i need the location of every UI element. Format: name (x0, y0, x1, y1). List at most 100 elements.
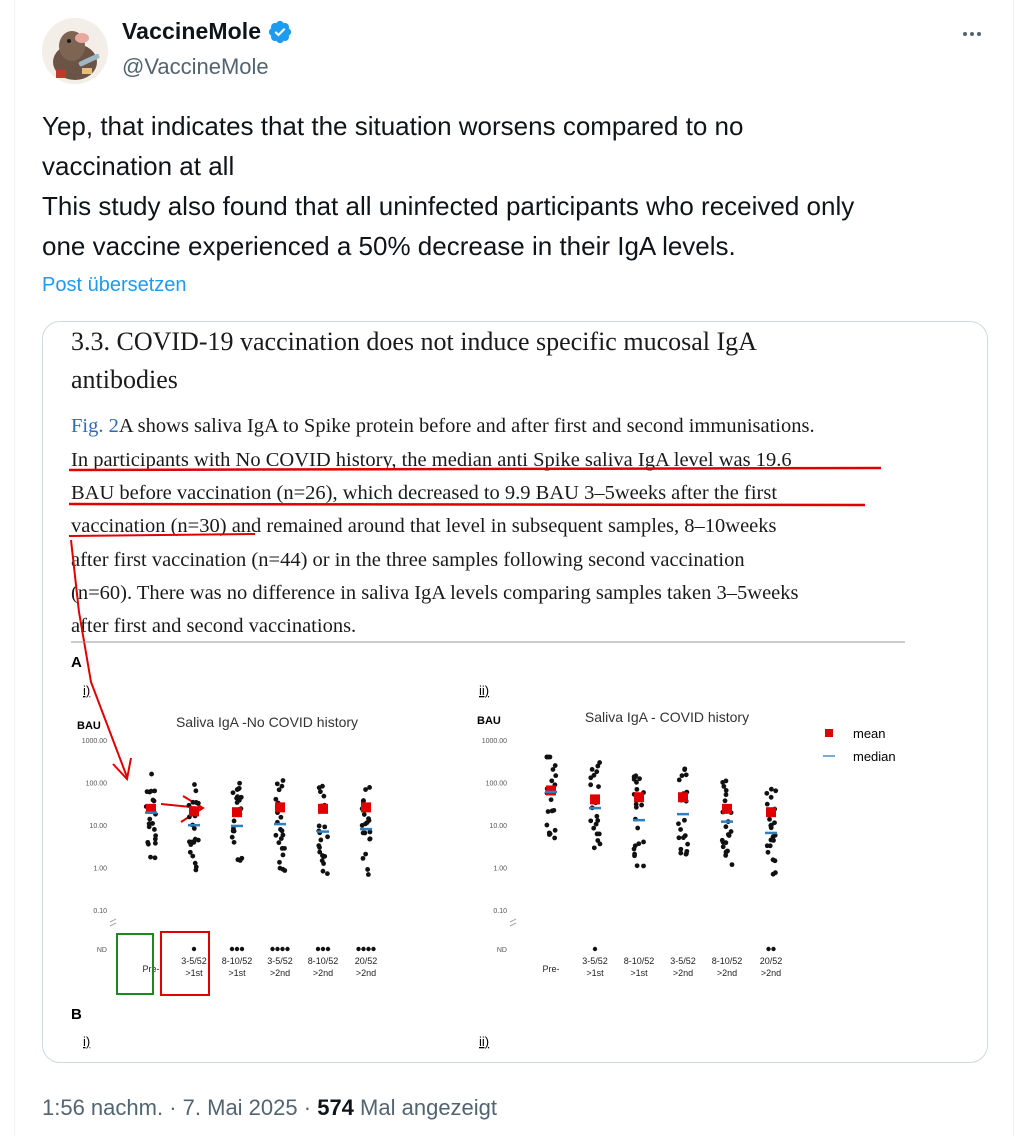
data-point (678, 827, 683, 832)
excerpt-line-7: after first and second vaccinations. (71, 615, 356, 637)
y-axis-unit-label: BAU (77, 720, 101, 732)
data-point (231, 839, 237, 845)
translate-post-link[interactable]: Post übersetzen (42, 274, 187, 296)
x-category-label: >1st (185, 968, 203, 978)
excerpt-line-3: BAU before vaccination (n=26), which dec… (71, 482, 777, 504)
data-point (548, 797, 554, 803)
panel-b-i-label: i) (83, 1034, 90, 1049)
green-highlight-box (116, 933, 154, 995)
more-options-button[interactable] (958, 20, 986, 48)
x-category-label: 3-5/52 (582, 956, 608, 966)
data-point (361, 798, 366, 803)
data-point (192, 836, 198, 842)
nd-data-point (320, 946, 326, 952)
view-count: 574 (317, 1095, 354, 1120)
underline-annotation (68, 502, 866, 507)
data-point (676, 835, 682, 841)
axis-break-mark (109, 922, 117, 927)
mean-marker (361, 802, 371, 813)
data-point (682, 817, 687, 823)
x-category-label: >1st (586, 968, 604, 978)
data-point (366, 816, 371, 822)
annotation-arrowhead (112, 757, 132, 782)
data-point (634, 786, 640, 792)
legend-mean-label: mean (853, 726, 886, 741)
data-point (238, 794, 244, 800)
mean-marker (590, 794, 600, 805)
post-date[interactable]: 7. Mai 2025 (182, 1095, 298, 1120)
avatar[interactable] (42, 18, 108, 84)
nd-data-point (592, 946, 598, 952)
data-point (588, 775, 594, 781)
x-category-label: Pre- (542, 964, 559, 974)
author-handle[interactable]: @VaccineMole (122, 54, 269, 79)
data-point (682, 766, 688, 772)
nd-data-point (366, 946, 371, 952)
annotation-arrow-line (70, 539, 128, 778)
y-tick-label: 0.10 (493, 908, 507, 915)
data-point (192, 860, 198, 866)
excerpt-line-4: vaccination (n=30) and remained around t… (71, 515, 777, 537)
data-point (144, 789, 150, 795)
data-point (729, 862, 735, 868)
data-point (725, 832, 731, 837)
red-highlight-box (160, 931, 210, 996)
data-point (193, 800, 199, 805)
data-point (685, 841, 690, 847)
data-point (549, 778, 555, 784)
nd-data-point (325, 946, 331, 952)
data-point (361, 812, 367, 817)
y-tick-label: 1000.00 (482, 738, 507, 745)
excerpt-heading-line: 3.3. COVID-19 vaccination does not induc… (71, 327, 757, 356)
data-point (631, 776, 637, 782)
data-point (193, 788, 199, 794)
data-point (597, 841, 603, 847)
data-point (767, 816, 772, 822)
data-point (277, 859, 282, 865)
author-name-row[interactable]: VaccineMole (122, 18, 293, 45)
data-point (149, 771, 154, 777)
data-point (723, 824, 729, 830)
x-category-label: 8-10/52 (712, 956, 743, 966)
author-display-name[interactable]: VaccineMole (122, 18, 262, 44)
data-point (676, 821, 681, 827)
data-point (151, 827, 157, 832)
data-point (552, 827, 558, 833)
data-point (321, 854, 326, 859)
data-point (723, 849, 729, 855)
data-point (148, 788, 154, 794)
attached-image[interactable]: 3.3. COVID-19 vaccination does not induc… (42, 321, 988, 1063)
data-point (282, 868, 288, 873)
excerpt-heading-line: antibodies (71, 365, 178, 394)
data-point (545, 809, 551, 814)
data-point (764, 790, 770, 796)
excerpt-line-6: (n=60). There was no difference in saliv… (71, 582, 799, 604)
x-category-label: 8-10/52 (624, 956, 655, 966)
data-point (153, 833, 159, 839)
x-category-label: >1st (630, 968, 648, 978)
panel-b-label: B (71, 1006, 82, 1023)
excerpt-line-5: after first vaccination (n=44) or in the… (71, 549, 745, 571)
nd-data-point (280, 946, 285, 952)
legend-median-label: median (853, 749, 896, 764)
data-point (595, 763, 601, 769)
timeline-border-left (14, 0, 15, 1136)
data-point (596, 784, 601, 790)
data-point (723, 792, 729, 798)
mean-marker (546, 785, 556, 796)
nd-data-point (191, 946, 197, 952)
panel-a-ii-label: ii) (479, 683, 489, 698)
data-point (593, 821, 599, 827)
more-dot-icon (970, 32, 974, 36)
data-point (148, 854, 153, 860)
data-point (321, 793, 327, 799)
x-category-label: >2nd (356, 968, 376, 978)
x-category-label: >1st (228, 968, 246, 978)
data-point (229, 834, 235, 840)
x-category-label: >2nd (270, 968, 290, 978)
x-category-label: 3-5/52 (670, 956, 696, 966)
tweet-text: Yep, that indicates that the situation w… (42, 106, 992, 266)
post-time[interactable]: 1:56 nachm. (42, 1095, 164, 1120)
nd-data-point (315, 946, 321, 952)
data-point (639, 802, 645, 808)
